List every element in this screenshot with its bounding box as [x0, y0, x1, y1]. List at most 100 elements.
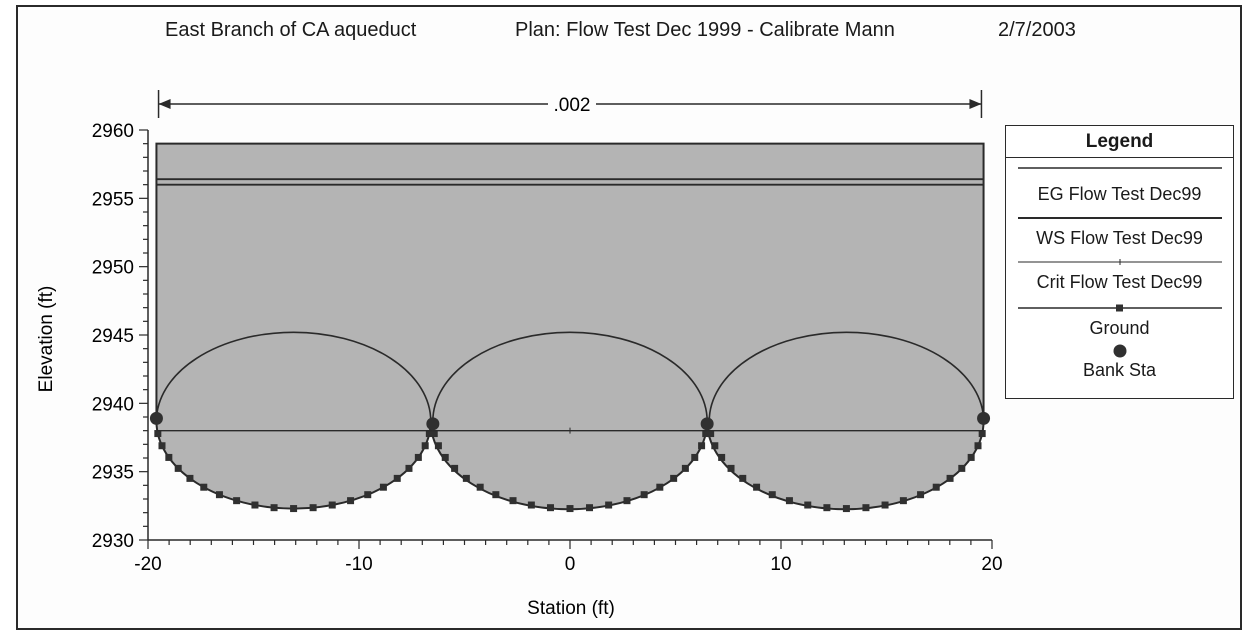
- legend-swatch-bank: [1113, 344, 1127, 358]
- plan-title: Plan: Flow Test Dec 1999 - Calibrate Man…: [515, 19, 895, 41]
- bank-station-point: [700, 417, 714, 431]
- ground-point: [718, 453, 726, 461]
- ground-point: [174, 464, 182, 472]
- ground-point: [702, 430, 710, 438]
- ground-point: [605, 501, 613, 509]
- ground-point: [476, 483, 484, 491]
- ground-point: [711, 442, 719, 450]
- y-tick-label: 2955: [92, 189, 134, 210]
- bank-station-point: [149, 411, 163, 425]
- x-tick-label: -20: [134, 554, 161, 575]
- y-tick-label: 2945: [92, 326, 134, 347]
- legend-entry-ws: WS Flow Test Dec99: [1036, 228, 1203, 248]
- ground-point: [753, 483, 761, 491]
- ground-point: [670, 474, 678, 482]
- ground-point: [899, 497, 907, 505]
- ground-point: [681, 464, 689, 472]
- ground-point: [768, 491, 776, 499]
- annotation-arrow-right: [969, 99, 982, 109]
- ground-point: [393, 474, 401, 482]
- barrel-top-3: [708, 331, 985, 422]
- ground-point: [566, 505, 574, 513]
- ground-point: [425, 430, 433, 438]
- ground-point: [691, 453, 699, 461]
- y-tick-label: 2940: [92, 394, 134, 415]
- y-tick-label: 2950: [92, 258, 134, 279]
- ground-point: [347, 497, 355, 505]
- legend-entry-ground: Ground: [1089, 318, 1150, 338]
- bank-station-point: [977, 411, 991, 425]
- ground-point: [881, 501, 889, 509]
- ground-point: [978, 430, 986, 438]
- legend-swatch-crit: [1018, 259, 1222, 265]
- ground-point: [215, 491, 223, 499]
- ground-point: [379, 483, 387, 491]
- ground-point: [623, 497, 631, 505]
- ground-point: [233, 497, 241, 505]
- ground-point: [932, 483, 940, 491]
- y-tick-label: 2935: [92, 463, 134, 484]
- axes: .002 2930 2935 2940 2945 2950 2955 2960 -20 -10 0 1…: [92, 90, 1003, 575]
- ground-point: [823, 504, 831, 512]
- ground-point: [364, 491, 372, 499]
- ground-point: [414, 453, 422, 461]
- ground-point: [492, 491, 500, 499]
- x-tick-label: -10: [345, 554, 372, 575]
- ground-point: [165, 453, 173, 461]
- ground-point: [804, 501, 812, 509]
- legend-swatch-ground: [1018, 304, 1222, 312]
- bank-station-point: [426, 417, 440, 431]
- water-fill: [155, 142, 985, 511]
- x-tick-label: 0: [565, 554, 576, 575]
- ground-point: [154, 430, 162, 438]
- y-tick-label: 2960: [92, 121, 134, 142]
- legend: Legend EG Flow Test Dec99 WS Flow Test D…: [1005, 125, 1234, 399]
- ground-point: [785, 497, 793, 505]
- barrel-top-1: [155, 331, 432, 422]
- ground-point: [586, 504, 594, 512]
- y-tick-label: 2930: [92, 531, 134, 552]
- legend-entry-crit: Crit Flow Test Dec99: [1036, 272, 1203, 292]
- ground-point: [186, 474, 194, 482]
- ground-point: [640, 491, 648, 499]
- date-label: 2/7/2003: [998, 19, 1076, 41]
- ground-point: [430, 430, 438, 438]
- ground-point: [441, 453, 449, 461]
- ground-point: [946, 474, 954, 482]
- legend-swatch-eg: [1018, 167, 1222, 169]
- annotation-label: .002: [554, 95, 591, 116]
- ground-point: [328, 501, 336, 509]
- legend-entry-eg: EG Flow Test Dec99: [1037, 184, 1202, 204]
- ground-point: [270, 504, 278, 512]
- plot-area: [149, 142, 991, 513]
- ground-point: [509, 497, 517, 505]
- annotation-arrow-left: [158, 99, 171, 109]
- ground-point: [451, 464, 459, 472]
- ground-point: [421, 442, 429, 450]
- ground-point: [698, 442, 706, 450]
- ground-point: [739, 474, 747, 482]
- ground-point: [405, 464, 413, 472]
- ground-point: [546, 504, 554, 512]
- ground-point: [158, 442, 166, 450]
- x-tick-label: 20: [981, 554, 1002, 575]
- ground-point: [527, 501, 535, 509]
- ground-point: [967, 453, 975, 461]
- ground-point: [251, 501, 259, 509]
- ground-point: [917, 491, 925, 499]
- ground-point: [309, 504, 317, 512]
- ground-point: [200, 483, 208, 491]
- legend-swatch-ws: [1018, 217, 1222, 219]
- ground-point: [434, 442, 442, 450]
- project-title: East Branch of CA aqueduct: [165, 19, 417, 41]
- legend-title: Legend: [1006, 126, 1233, 158]
- barrel-top-2: [432, 331, 708, 422]
- x-tick-label: 10: [770, 554, 791, 575]
- ground-point: [290, 505, 298, 513]
- y-axis-label: Elevation (ft): [36, 286, 57, 393]
- ground-point: [462, 474, 470, 482]
- ground-point: [958, 464, 966, 472]
- ground-point: [862, 504, 870, 512]
- ground-point: [842, 505, 850, 513]
